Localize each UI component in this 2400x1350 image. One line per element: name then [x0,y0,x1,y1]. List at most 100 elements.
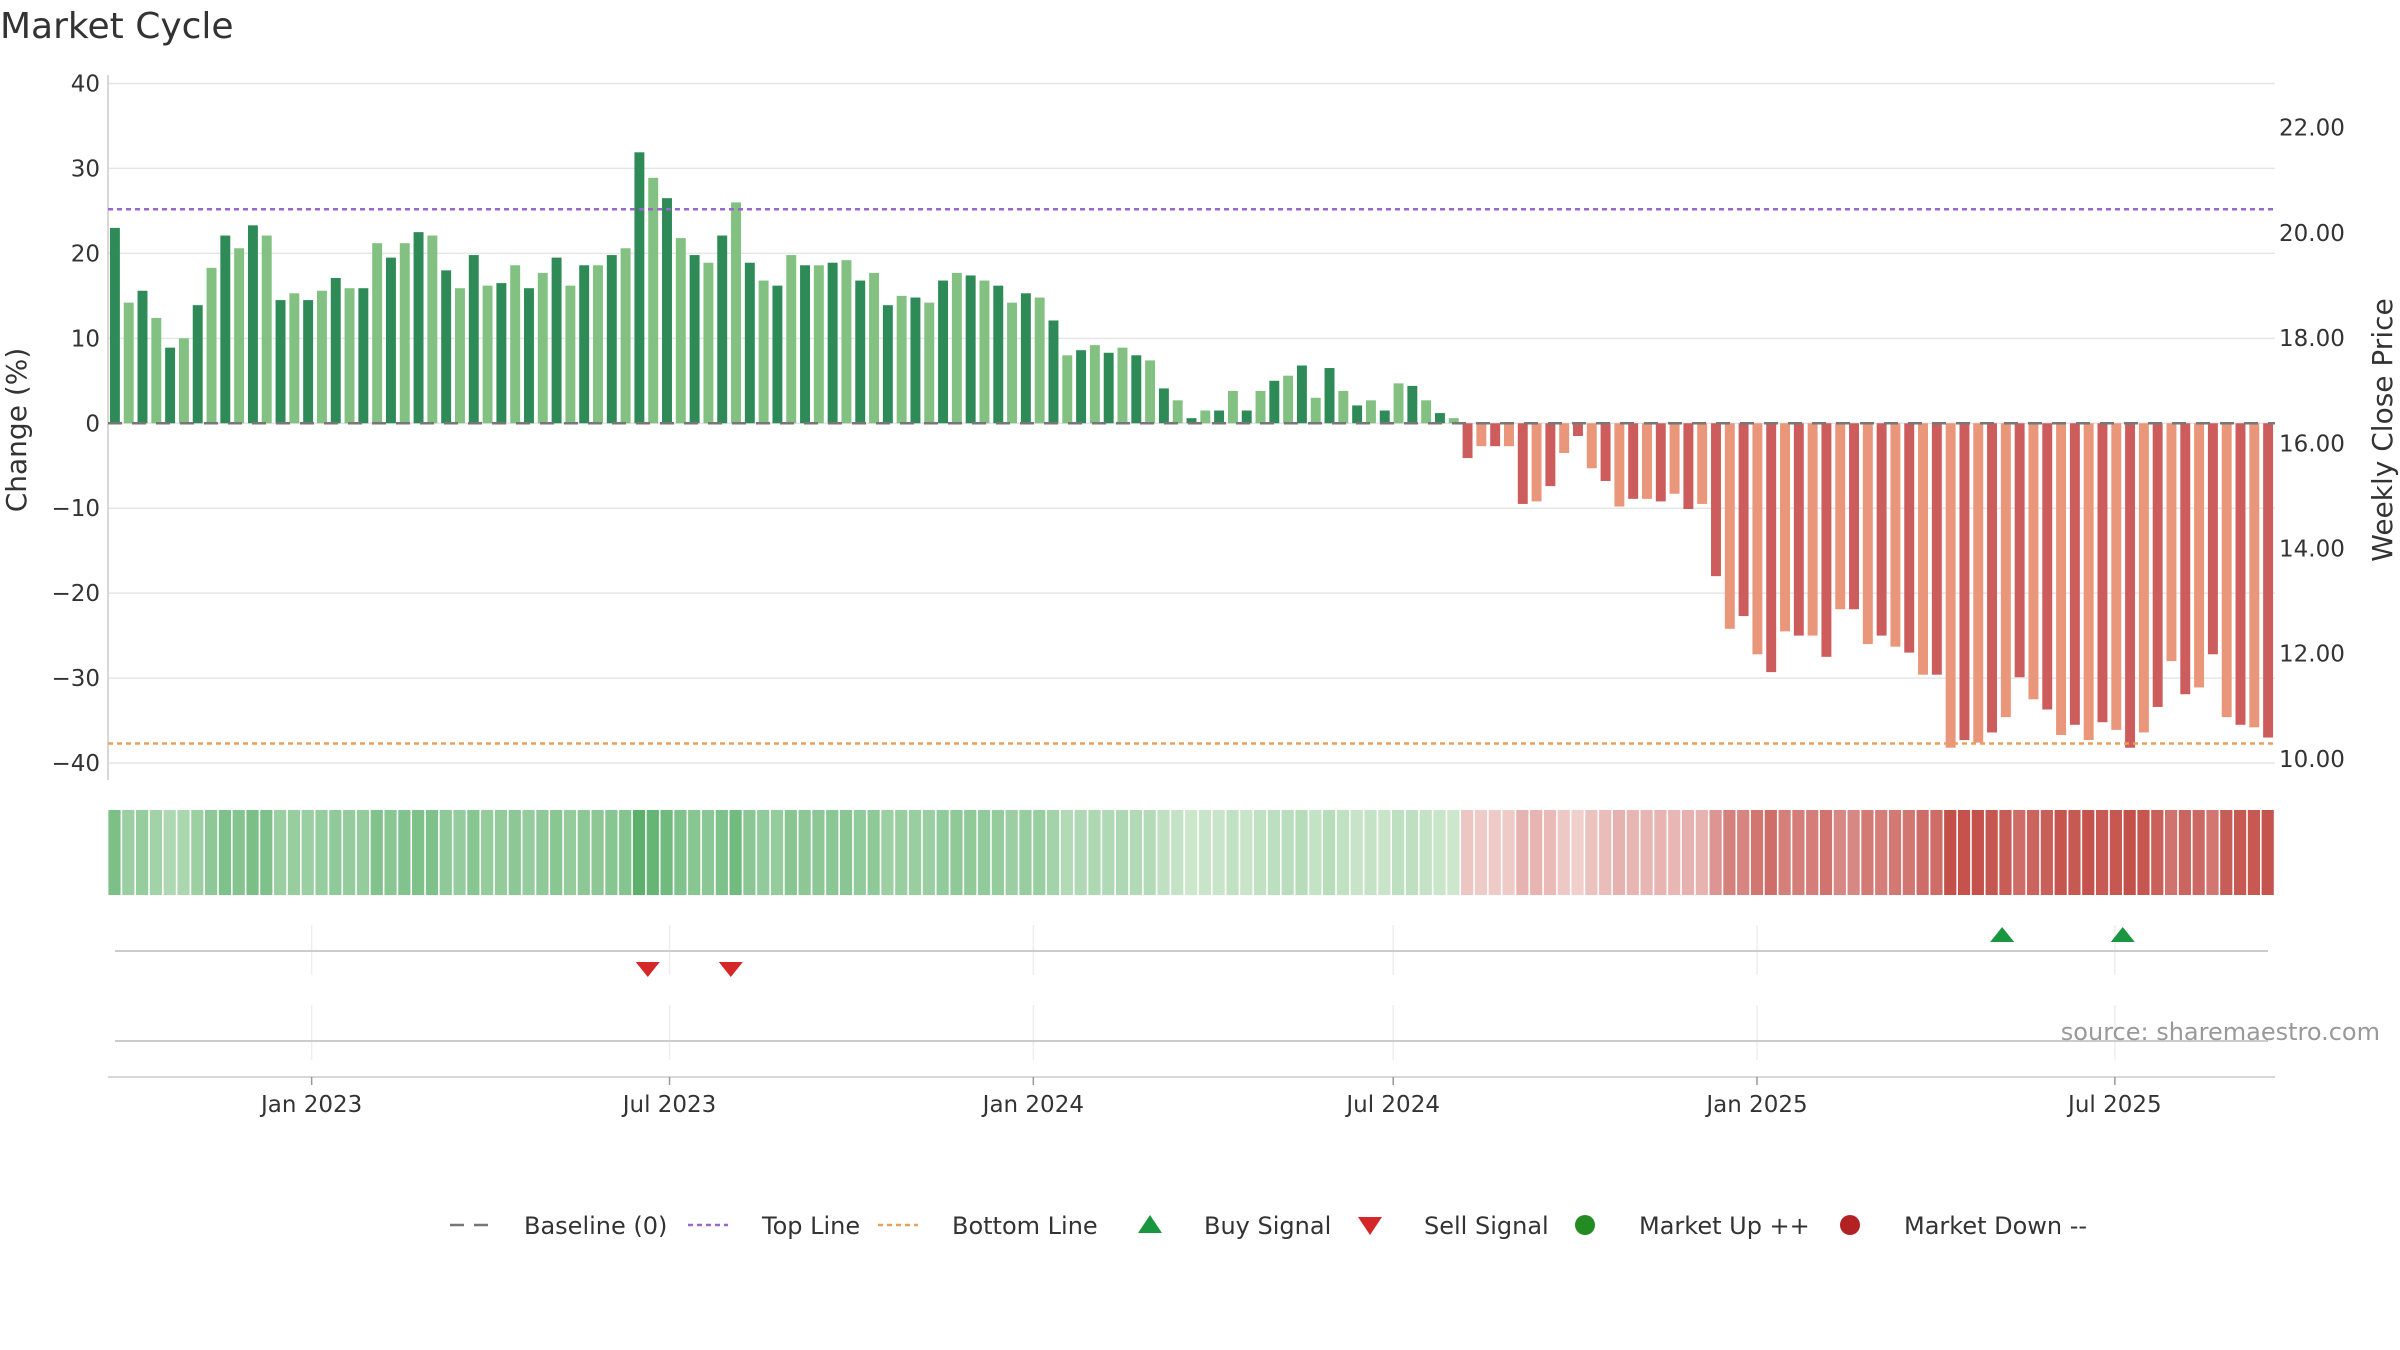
heat-cell [439,810,452,895]
heat-cell [1668,810,1681,895]
y-tick-label: −20 [51,581,100,607]
heat-cell [2137,810,2150,895]
heat-cell [1019,810,1032,895]
bar [1269,380,1280,424]
bar [910,297,921,424]
heat-cell [743,810,756,895]
bar [441,270,452,424]
heat-cell [1530,810,1543,895]
heat-cell [1571,810,1584,895]
heat-cell [508,810,521,895]
bar [1310,397,1321,424]
heat-cell [881,810,894,895]
y2-tick-label: 20.00 [2279,221,2345,247]
bar [634,152,645,424]
bar [813,265,824,424]
bar [454,288,465,424]
bar [648,177,659,424]
y2-axis-ticks: 22.00 20.00 18.00 16.00 14.00 12.00 10.00 [2279,116,2345,773]
heat-cell [1944,810,1957,895]
heat-cell [370,810,383,895]
heat-cell [1792,810,1805,895]
x-tick-label: Jan 2024 [981,1092,1084,1118]
heat-cell [1709,810,1722,895]
heat-cell [1599,810,1612,895]
y-tick-label: 0 [85,411,100,437]
bar [1007,302,1018,424]
bar [468,255,479,424]
bar [510,265,521,424]
x-axis-ticks: Jan 2023 Jul 2023 Jan 2024 Jul 2024 Jan 2025… [108,1076,2275,1118]
heat-cell [232,810,245,895]
bar [1145,360,1156,424]
bar [979,280,990,424]
heat-cell [1240,810,1253,895]
bar [1545,423,1556,487]
heat-cell [1861,810,1874,895]
bar [316,290,327,424]
buy-signal-marker [2110,927,2135,942]
bar [1227,390,1238,424]
heat-cell [218,810,232,895]
y2-axis-title: Weekly Close Price [2366,298,2399,561]
y-tick-label: 20 [71,241,100,267]
x-tick-label: Jan 2023 [259,1092,362,1118]
bar [2000,423,2011,718]
heat-cell [1516,810,1529,895]
bar [1324,368,1335,424]
bar [1379,410,1390,424]
heat-cell [646,810,659,895]
bar [1738,423,1749,617]
bar [1214,410,1225,424]
bar [2138,423,2149,733]
heat-cell [1102,810,1115,895]
bar [1752,423,1763,655]
bar [1283,375,1294,424]
bar [303,300,314,424]
heat-cell [853,810,866,895]
heat-cell [1364,810,1377,895]
heat-cell [1060,810,1073,895]
bar [1683,423,1694,510]
bar [593,265,603,424]
heat-cell [1999,810,2012,895]
x-tick-label: Jan 2025 [1704,1092,1807,1118]
heat-cell [1681,810,1695,895]
heat-cell [2247,810,2260,895]
heat-cell [1930,810,1943,895]
bar [855,280,866,424]
bar [579,265,590,424]
heat-cell [1198,810,1212,895]
legend-label: Baseline (0) [524,1212,667,1240]
bar [1296,365,1307,424]
heat-cell [660,810,673,895]
bar [1462,423,1473,459]
heat-cell [536,810,549,895]
heat-cell [1184,810,1198,895]
y2-tick-label: 14.00 [2279,537,2345,563]
heat-cell [964,810,977,895]
bar [1628,423,1639,499]
bar [1448,418,1459,424]
bar [1103,352,1114,424]
heat-cell [826,810,839,895]
bar [1904,423,1915,653]
legend-label: Sell Signal [1424,1212,1549,1240]
bar [1020,293,1031,424]
bar [2069,423,2080,725]
bar [1048,320,1059,424]
bar [1849,423,1859,610]
bar [496,283,507,424]
heat-cell [701,810,715,895]
bar [1434,413,1445,424]
heat-cell [1433,810,1446,895]
bar [1711,423,1721,577]
bar [1034,297,1045,424]
heat-cell [1115,810,1129,895]
bar [372,243,383,424]
heat-cell [1723,810,1736,895]
y-axis-title: Change (%) [0,348,33,513]
legend-label: Buy Signal [1204,1212,1331,1240]
bar [1586,423,1597,469]
bar [1200,410,1211,424]
